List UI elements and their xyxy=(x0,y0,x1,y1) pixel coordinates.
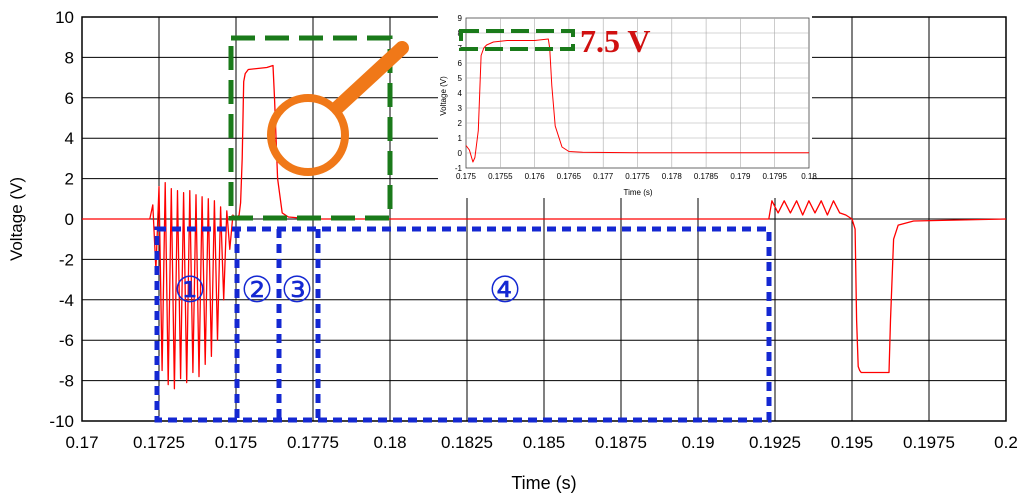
x-tick-label: 0.1975 xyxy=(903,433,955,452)
inset-y-tick-label: 2 xyxy=(458,119,463,128)
region-label-1: ① xyxy=(174,269,206,310)
region-label-3: ③ xyxy=(281,269,313,310)
inset-zoom-box xyxy=(459,29,575,51)
x-tick-label: 0.19 xyxy=(681,433,714,452)
y-axis-label: Voltage (V) xyxy=(7,177,26,261)
y-tick-label: 4 xyxy=(65,129,74,148)
y-tick-label: 2 xyxy=(65,170,74,189)
inset-x-tick-label: 0.177 xyxy=(593,172,614,181)
x-tick-label: 0.2 xyxy=(994,433,1018,452)
inset-grid xyxy=(465,17,810,169)
inset-x-axis-label: Time (s) xyxy=(623,188,652,197)
inset-plot-area xyxy=(465,38,809,163)
x-tick-label: 0.1775 xyxy=(287,433,339,452)
inset-y-tick-label: 5 xyxy=(458,74,463,83)
y-tick-label: -8 xyxy=(59,372,74,391)
x-tick-label: 0.1825 xyxy=(441,433,493,452)
inset-x-tick-label: 0.175 xyxy=(456,172,477,181)
inset-x-tick-label: 0.1775 xyxy=(625,172,650,181)
inset-y-tick-label: -1 xyxy=(455,164,463,173)
inset-y-tick-label: 3 xyxy=(458,104,463,113)
inset-x-tick-label: 0.1755 xyxy=(488,172,513,181)
x-tick-label: 0.1725 xyxy=(133,433,185,452)
y-tick-label: -6 xyxy=(59,331,74,350)
x-tick-label: 0.175 xyxy=(215,433,258,452)
x-tick-label: 0.18 xyxy=(373,433,406,452)
x-axis-label: Time (s) xyxy=(511,473,576,493)
y-tick-label: 0 xyxy=(65,210,74,229)
magnifier-icon xyxy=(267,41,409,176)
inset-y-tick-label: 0 xyxy=(458,149,463,158)
region-label-2: ② xyxy=(241,269,273,310)
inset-x-tick-label: 0.178 xyxy=(662,172,683,181)
inset-y-tick-label: 6 xyxy=(458,59,463,68)
x-tick-label: 0.1925 xyxy=(749,433,801,452)
region-boxes xyxy=(154,226,772,423)
main-plot-area xyxy=(82,64,1007,390)
y-tick-label: 6 xyxy=(65,89,74,108)
inset-axes: 0.175 0.1755 0.176 0.1765 0.177 0.1775 0.178 0.… xyxy=(455,14,817,181)
x-tick-label: 0.185 xyxy=(523,433,566,452)
x-tick-label: 0.195 xyxy=(831,433,874,452)
inset-y-tick-label: 4 xyxy=(458,89,463,98)
y-tick-label: -2 xyxy=(59,250,74,269)
region-1-box xyxy=(154,226,772,423)
zoom-box xyxy=(228,35,393,221)
inset-series-line-0 xyxy=(465,38,809,163)
inset-chart: 0.175 0.1755 0.176 0.1765 0.177 0.1775 0.178 0.… xyxy=(438,6,817,198)
inset-x-tick-label: 0.1795 xyxy=(762,172,787,181)
y-tick-label: -4 xyxy=(59,291,74,310)
inset-y-axis-label: Voltage (V) xyxy=(439,76,448,116)
y-tick-label: 10 xyxy=(55,8,74,27)
x-tick-label: 0.1875 xyxy=(595,433,647,452)
main-axes: 0.17 0.1725 0.175 0.1775 0.18 0.1825 0.185 0.18… xyxy=(49,8,1017,452)
inset-x-tick-label: 0.1765 xyxy=(557,172,582,181)
peak-voltage-label: 7.5 V xyxy=(580,23,651,59)
series-line-0 xyxy=(82,64,1007,390)
inset-y-tick-label: 1 xyxy=(458,134,463,143)
y-tick-label: -10 xyxy=(49,412,74,431)
region-label-4: ④ xyxy=(489,269,521,310)
inset-y-tick-label: 9 xyxy=(458,14,463,23)
x-tick-label: 0.17 xyxy=(65,433,98,452)
y-tick-label: 8 xyxy=(65,48,74,67)
inset-x-tick-label: 0.179 xyxy=(730,172,751,181)
inset-x-tick-label: 0.18 xyxy=(801,172,817,181)
inset-x-tick-label: 0.176 xyxy=(525,172,546,181)
inset-x-tick-label: 0.1785 xyxy=(694,172,719,181)
